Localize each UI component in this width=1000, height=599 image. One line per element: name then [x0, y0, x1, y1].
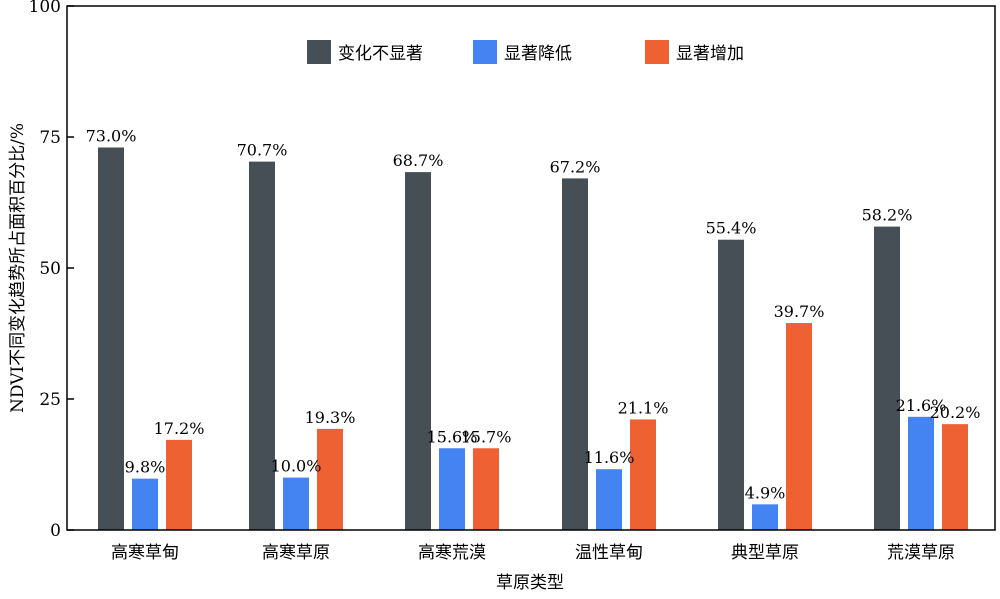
y-tick-label: 75: [39, 128, 61, 148]
x-tick-label: 荒漠草原: [887, 543, 955, 563]
bar: [405, 172, 431, 530]
data-label: 4.9%: [745, 483, 786, 502]
x-tick-label: 高寒荒漠: [418, 543, 486, 563]
data-label: 21.1%: [618, 398, 669, 417]
x-axis-title: 草原类型: [496, 573, 564, 593]
data-label: 15.6%: [427, 427, 478, 446]
bar: [166, 439, 192, 530]
bar: [942, 424, 968, 530]
bar: [596, 469, 622, 530]
data-label: 55.4%: [706, 219, 757, 238]
data-label: 17.2%: [154, 419, 205, 438]
data-label: 73.0%: [86, 126, 137, 145]
bar: [132, 478, 158, 530]
y-tick-label: 100: [29, 0, 61, 17]
bar: [562, 178, 588, 530]
data-label: 68.7%: [393, 151, 444, 170]
data-label: 70.7%: [237, 141, 288, 160]
bar: [317, 428, 343, 530]
plot-frame: [66, 5, 996, 531]
bar: [786, 323, 812, 530]
bar: [249, 161, 275, 531]
y-tick-label: 50: [39, 259, 61, 279]
x-tick-label: 高寒草甸: [111, 543, 179, 563]
x-tick-label: 典型草原: [731, 543, 799, 563]
data-label: 39.7%: [774, 302, 825, 321]
legend-label: 显著降低: [504, 44, 572, 64]
bar: [473, 448, 499, 530]
data-label: 11.6%: [584, 448, 635, 467]
legend-swatch: [473, 40, 497, 64]
bar: [630, 419, 656, 530]
data-label: 19.3%: [305, 408, 356, 427]
bar: [283, 477, 309, 530]
y-tick-label: 0: [50, 521, 61, 541]
legend-label: 变化不显著: [338, 44, 423, 64]
legend-swatch: [307, 40, 331, 64]
data-label: 9.8%: [125, 458, 166, 477]
data-label: 20.2%: [930, 403, 981, 422]
bar: [718, 239, 744, 531]
data-label: 10.0%: [271, 457, 322, 476]
legend-swatch: [645, 40, 669, 64]
data-label: 15.7%: [461, 427, 512, 446]
x-tick-label: 温性草甸: [575, 543, 643, 563]
legend-label: 显著增加: [676, 44, 744, 64]
bar: [752, 504, 778, 530]
bar: [874, 226, 900, 530]
bar: [439, 448, 465, 530]
y-axis-title: NDVI不同变化趋势所占面积百分比/%: [8, 123, 28, 413]
data-label: 21.6%: [896, 396, 947, 415]
legend: 变化不显著 显著降低 显著增加: [307, 40, 744, 64]
x-tick-label: 高寒草原: [262, 543, 330, 563]
bar: [908, 416, 934, 530]
bar: [98, 147, 124, 531]
y-tick-label: 25: [39, 390, 61, 410]
data-label: 67.2%: [550, 157, 601, 176]
data-label: 58.2%: [862, 206, 913, 225]
